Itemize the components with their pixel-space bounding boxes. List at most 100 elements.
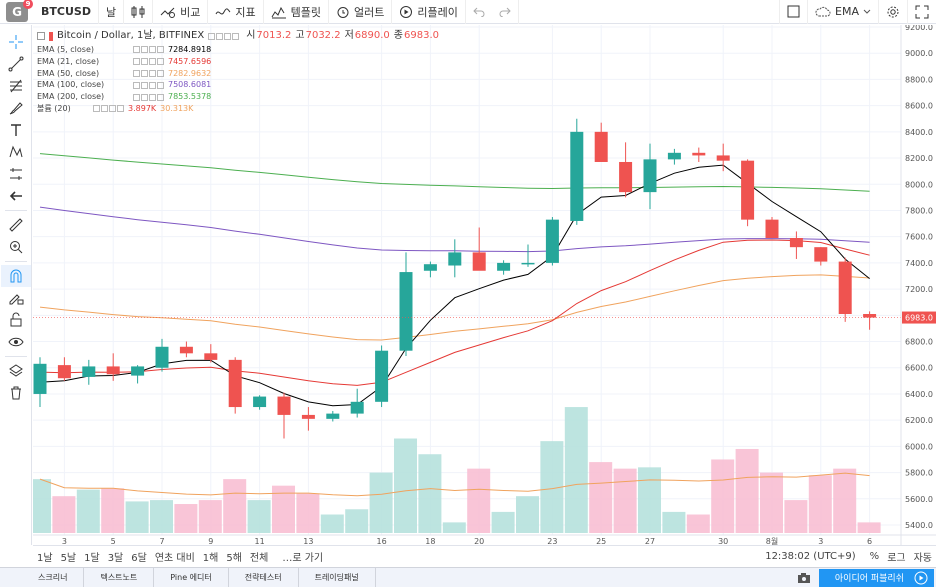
layout-button[interactable] bbox=[779, 0, 809, 24]
magnet-tool[interactable] bbox=[0, 265, 31, 287]
symbol-search-button[interactable]: BTCUSD bbox=[34, 0, 99, 24]
auto-toggle[interactable]: 자동 bbox=[913, 553, 932, 564]
fullscreen-button[interactable] bbox=[908, 0, 936, 24]
indicator-buttons[interactable] bbox=[133, 81, 164, 89]
delete-tool[interactable] bbox=[1, 382, 31, 404]
log-toggle[interactable]: 로그 bbox=[887, 553, 906, 564]
undo-button[interactable] bbox=[466, 0, 492, 24]
range-button[interactable]: 6달 bbox=[131, 553, 147, 564]
prediction-tool[interactable] bbox=[1, 163, 31, 185]
candle-body bbox=[472, 252, 486, 271]
crosshair-tool[interactable] bbox=[1, 31, 31, 53]
volume-bar bbox=[491, 511, 515, 533]
range-button[interactable]: 1날 bbox=[37, 553, 53, 564]
price-tick-label: 7600.0 bbox=[905, 233, 933, 242]
candle-body bbox=[716, 155, 730, 161]
indicator-legend-row: EMA (5, close) 7284.8918 bbox=[37, 44, 439, 56]
templates-icon bbox=[271, 6, 286, 18]
time-tick-label: 11 bbox=[255, 537, 265, 545]
user-avatar-button[interactable]: G 9 bbox=[6, 0, 33, 22]
settings-button[interactable] bbox=[879, 0, 908, 24]
fib-tool[interactable] bbox=[1, 75, 31, 97]
ema-50-line bbox=[39, 274, 870, 341]
range-button[interactable]: 연초 대비 bbox=[154, 553, 195, 564]
back-arrow-tool[interactable] bbox=[1, 185, 31, 207]
save-layout-button[interactable]: EMA bbox=[808, 0, 879, 24]
ruler-tool[interactable] bbox=[1, 214, 31, 236]
interval-button[interactable]: 날 bbox=[99, 0, 125, 24]
candle-body bbox=[204, 353, 218, 360]
candle-body bbox=[741, 160, 755, 220]
open-label: 시 bbox=[246, 30, 256, 42]
candles-icon bbox=[131, 5, 145, 18]
publish-idea-button[interactable]: 아이디어 퍼블리쉬 bbox=[818, 568, 934, 587]
candle-body bbox=[789, 237, 803, 248]
candle-body bbox=[253, 396, 267, 408]
lock-tool[interactable] bbox=[1, 309, 31, 331]
range-button[interactable]: 전체 bbox=[249, 553, 269, 564]
compare-button[interactable]: 비교 bbox=[153, 0, 209, 24]
indicator-buttons[interactable] bbox=[133, 69, 164, 77]
range-button[interactable]: 1달 bbox=[84, 553, 100, 564]
panel-tab[interactable]: Pine 에디터 bbox=[154, 567, 229, 587]
volume-bar bbox=[369, 472, 393, 533]
drawing-mode-tool[interactable] bbox=[1, 287, 31, 309]
price-tick-label: 7400.0 bbox=[905, 259, 933, 268]
brush-tool[interactable] bbox=[1, 97, 31, 119]
replay-icon bbox=[400, 5, 413, 18]
indicator-value: 7457.6596 bbox=[168, 56, 212, 66]
candle-body bbox=[179, 346, 193, 354]
collapse-legend-button[interactable] bbox=[37, 32, 45, 40]
range-button[interactable]: 1해 bbox=[202, 553, 219, 564]
candle-body bbox=[131, 366, 145, 376]
layers-tool[interactable] bbox=[1, 360, 31, 382]
compare-icon bbox=[160, 7, 176, 18]
top-toolbar: G 9 BTCUSD 날 비교 지표 템플릿 얼러트 리플레 bbox=[0, 0, 936, 24]
percent-toggle[interactable]: % bbox=[869, 551, 880, 562]
indicator-buttons[interactable] bbox=[133, 93, 164, 101]
candle-body bbox=[82, 366, 96, 377]
time-tick-label: 9 bbox=[208, 537, 213, 545]
pencil-lock-icon bbox=[9, 294, 23, 305]
chart-type-button[interactable] bbox=[124, 0, 154, 24]
redo-icon bbox=[499, 7, 511, 17]
zoom-tool[interactable] bbox=[1, 236, 31, 258]
price-chart[interactable]: 9200.0 9000.0 8800.0 8600.0 8400.0 8200.0 8000… bbox=[33, 25, 936, 545]
panel-tab[interactable]: 텍스트노트 bbox=[84, 567, 155, 587]
alert-button[interactable]: 얼러트 bbox=[329, 0, 393, 24]
fullscreen-icon bbox=[915, 5, 929, 18]
pattern-icon bbox=[9, 145, 22, 158]
time-tick-label: 6 bbox=[867, 537, 872, 545]
indicator-buttons[interactable] bbox=[133, 58, 164, 66]
range-button[interactable]: 5날 bbox=[60, 553, 77, 564]
trend-line-tool[interactable] bbox=[1, 53, 31, 75]
range-button[interactable]: 3달 bbox=[107, 553, 124, 564]
pattern-tool[interactable] bbox=[1, 141, 31, 163]
volume-bar bbox=[442, 522, 466, 533]
redo-button[interactable] bbox=[492, 0, 519, 24]
time-tick-label: 3 bbox=[818, 537, 823, 545]
volume-bar bbox=[223, 479, 247, 533]
volume-legend-row: 볼륨 (20) 3.897K 30.313K bbox=[37, 103, 439, 115]
indicators-button[interactable]: 지표 bbox=[208, 0, 264, 24]
volume-bar bbox=[564, 407, 588, 533]
indicator-buttons[interactable] bbox=[133, 46, 164, 54]
price-tick-label: 6000.0 bbox=[905, 442, 933, 451]
text-tool[interactable] bbox=[1, 119, 31, 141]
goto-date-button[interactable]: …로 가기 bbox=[282, 553, 324, 564]
panel-tab[interactable]: 트레이딩패널 bbox=[299, 567, 376, 587]
series-buttons[interactable] bbox=[208, 32, 240, 40]
panel-tab[interactable]: 전략테스터 bbox=[229, 567, 299, 587]
visibility-tool[interactable] bbox=[1, 331, 31, 353]
range-button[interactable]: 5해 bbox=[226, 553, 242, 564]
camera-icon[interactable] bbox=[797, 572, 811, 584]
price-tick-label: 5400.0 bbox=[905, 521, 933, 530]
templates-label: 템플릿 bbox=[290, 5, 321, 19]
replay-button[interactable]: 리플레이 bbox=[392, 0, 466, 24]
panel-tab[interactable]: 스크리너 bbox=[22, 567, 85, 587]
chart-pane[interactable]: 9200.0 9000.0 8800.0 8600.0 8400.0 8200.0 8000… bbox=[33, 25, 936, 545]
volume-buttons[interactable] bbox=[93, 105, 124, 113]
templates-button[interactable]: 템플릿 bbox=[264, 0, 329, 24]
indicator-legend-row: EMA (200, close) 7853.5378 bbox=[37, 91, 439, 103]
indicator-name: EMA (50, close) bbox=[37, 68, 100, 78]
